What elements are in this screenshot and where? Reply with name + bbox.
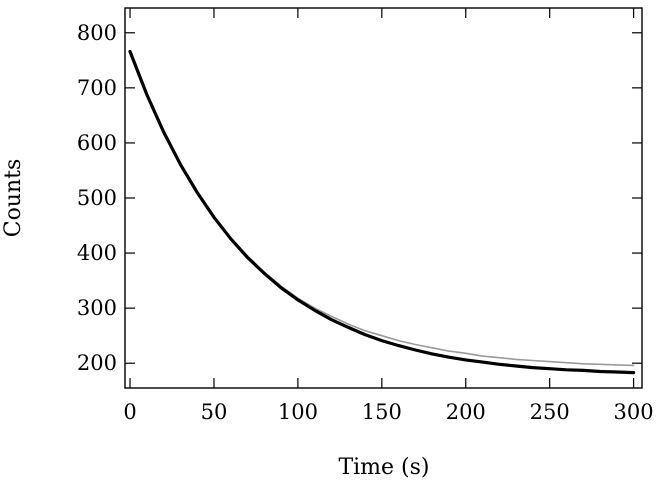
y-tick-label: 300: [77, 296, 117, 320]
x-tick-label: 150: [362, 400, 402, 424]
x-axis: 0 50 100 150 200 250 300: [123, 8, 654, 424]
y-tick-label: 600: [77, 131, 117, 155]
fit-curve-line: [128, 49, 636, 375]
y-tick-label: 800: [77, 21, 117, 45]
y-axis-label: Counts: [1, 159, 26, 238]
x-axis-label: Time (s): [338, 455, 429, 480]
x-tick-label: 200: [446, 400, 486, 424]
y-axis: 200 300 400 500 600 700 800: [77, 21, 642, 375]
measured-counts-line: [129, 50, 635, 367]
x-tick-label: 100: [278, 400, 318, 424]
x-tick-label: 250: [530, 400, 570, 424]
y-tick-label: 400: [77, 241, 117, 265]
y-tick-label: 500: [77, 186, 117, 210]
y-tick-label: 700: [77, 76, 117, 100]
x-tick-label: 50: [201, 400, 228, 424]
x-tick-label: 0: [123, 400, 136, 424]
x-tick-label: 300: [614, 400, 654, 424]
series-layer: [128, 49, 636, 375]
y-tick-label: 200: [77, 351, 117, 375]
